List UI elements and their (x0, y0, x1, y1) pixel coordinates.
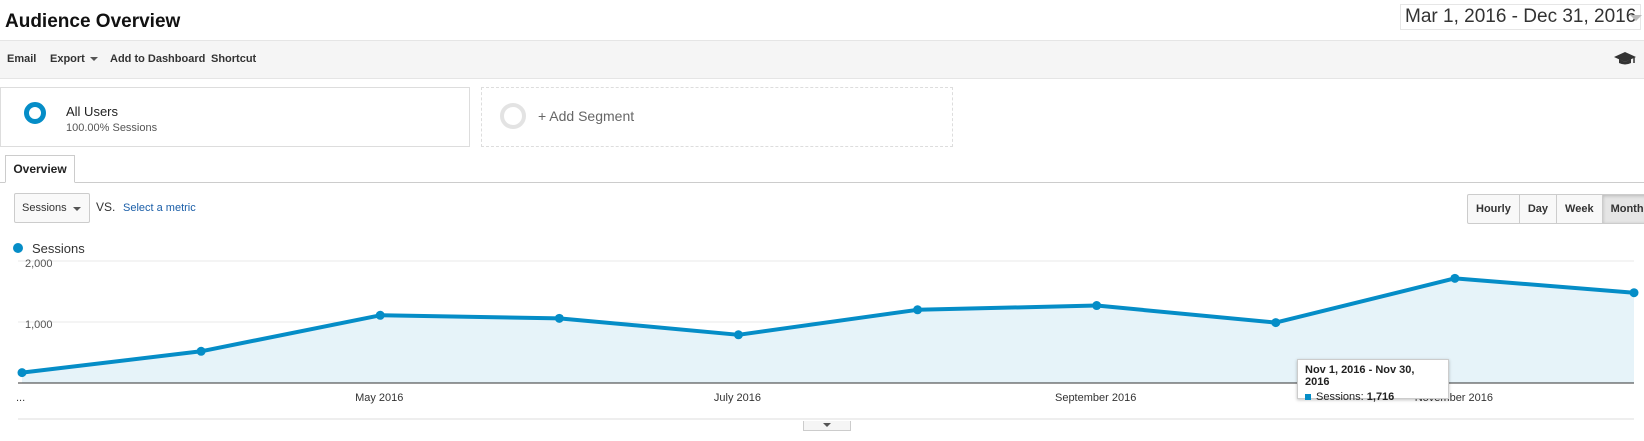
sessions-chart: 2,000 1,000... May 2016 July 2016 September … (16, 258, 1639, 420)
granularity-toggle: Hourly Day Week Month (1467, 194, 1644, 224)
data-point (554, 313, 564, 323)
tooltip-value: 1,716 (1366, 391, 1395, 403)
month-button[interactable]: Month (1601, 194, 1644, 224)
data-point (1629, 288, 1639, 298)
chevron-down-icon (89, 57, 98, 62)
add-segment-label: + Add Segment (538, 108, 635, 124)
page-title: Audience Overview (5, 11, 181, 32)
day-button[interactable]: Day (1518, 194, 1558, 224)
empty-segment-ring-icon (500, 103, 526, 129)
x-tick-label: September 2016 (1055, 392, 1136, 404)
export-label: Export (50, 53, 85, 65)
data-point (1271, 318, 1281, 328)
tooltip-sessions-line: Sessions: 1,716 (1305, 391, 1441, 403)
legend-sessions-dot (13, 243, 23, 253)
vs-label: VS. (96, 200, 116, 214)
series-swatch-icon (1305, 394, 1311, 401)
chevron-down-icon (1630, 15, 1642, 21)
legend-sessions-label: Sessions (32, 241, 85, 256)
y-tick-label: 2,000 (25, 258, 53, 270)
chart-tooltip: Nov 1, 2016 - Nov 30, 2016 Sessions: 1,7… (1297, 359, 1449, 403)
metric-select-value: Sessions (22, 202, 67, 214)
data-point (375, 310, 385, 320)
email-button[interactable]: Email (7, 53, 37, 65)
sessions-line (21, 276, 1635, 375)
week-button[interactable]: Week (1556, 194, 1603, 224)
x-tick-label: July 2016 (714, 392, 761, 404)
x-tick-label: ... (16, 392, 25, 404)
date-range-text: Mar 1, 2016 - Dec 31, 2016 (1405, 6, 1637, 27)
chevron-down-icon (73, 207, 81, 211)
select-metric-link[interactable]: Select a metric (123, 202, 196, 214)
report-toolbar: Email Export Add to Dashboard Shortcut (0, 40, 1644, 79)
segment-all-users[interactable]: All Users 100.00% Sessions (0, 87, 470, 147)
tab-bar-divider (0, 182, 1644, 183)
y-tick-label: 1,000 (25, 319, 53, 331)
add-to-dashboard-button[interactable]: Add to Dashboard (110, 53, 206, 65)
graduation-cap-icon[interactable] (1614, 51, 1636, 67)
data-point (17, 368, 27, 378)
data-point (1092, 301, 1102, 311)
data-point (1450, 273, 1460, 283)
segment-name: All Users (66, 104, 119, 119)
metric-select[interactable]: Sessions (14, 193, 90, 223)
tooltip-label: Sessions: (1316, 391, 1364, 403)
data-point (733, 330, 743, 340)
date-range-picker[interactable]: Mar 1, 2016 - Dec 31, 2016 (1400, 4, 1642, 30)
hourly-button[interactable]: Hourly (1467, 194, 1520, 224)
tooltip-title: Nov 1, 2016 - Nov 30, 2016 (1305, 364, 1415, 388)
x-tick-label: May 2016 (355, 392, 403, 404)
chevron-down-icon (823, 423, 831, 427)
collapse-chart-toggle[interactable] (803, 421, 851, 431)
segment-sessions-share: 100.00% Sessions (66, 122, 158, 134)
data-point (913, 305, 923, 315)
add-segment-button[interactable]: + Add Segment (481, 87, 953, 147)
shortcut-button[interactable]: Shortcut (211, 53, 257, 65)
tab-overview[interactable]: Overview (5, 155, 75, 183)
sessions-area (22, 278, 1634, 383)
export-button[interactable]: Export (50, 53, 98, 65)
data-point (196, 346, 206, 356)
segment-ring-icon (24, 102, 46, 124)
